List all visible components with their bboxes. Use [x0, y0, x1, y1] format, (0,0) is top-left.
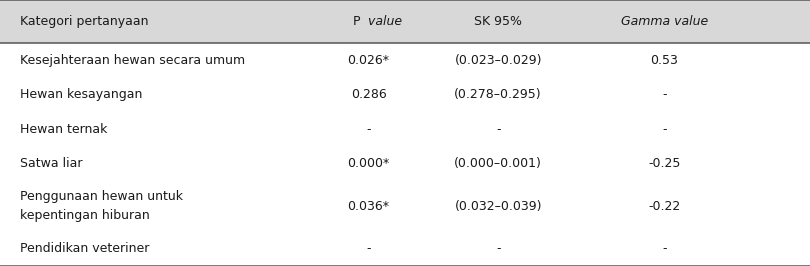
Text: -0.25: -0.25: [648, 157, 680, 170]
Text: -: -: [662, 123, 667, 136]
Bar: [0, 0, 810, 43]
Text: -: -: [366, 242, 371, 255]
Text: Gamma value: Gamma value: [620, 15, 708, 28]
Text: Kategori pertanyaan: Kategori pertanyaan: [20, 15, 149, 28]
Text: 0.026*: 0.026*: [347, 54, 390, 67]
Text: 0.53: 0.53: [650, 54, 678, 67]
Text: Penggunaan hewan untuk: Penggunaan hewan untuk: [20, 190, 183, 203]
Text: value: value: [364, 15, 403, 28]
Text: -: -: [496, 123, 501, 136]
Text: kepentingan hiburan: kepentingan hiburan: [20, 209, 150, 222]
Text: 0.036*: 0.036*: [347, 200, 390, 213]
Text: -: -: [662, 242, 667, 255]
Text: (0.032–0.039): (0.032–0.039): [454, 200, 542, 213]
Text: -: -: [366, 123, 371, 136]
Text: Satwa liar: Satwa liar: [20, 157, 83, 170]
Text: -: -: [662, 88, 667, 101]
Text: 0.286: 0.286: [351, 88, 386, 101]
Text: 0.000*: 0.000*: [347, 157, 390, 170]
Text: Hewan ternak: Hewan ternak: [20, 123, 108, 136]
Text: SK 95%: SK 95%: [474, 15, 522, 28]
Text: Pendidikan veteriner: Pendidikan veteriner: [20, 242, 150, 255]
Text: Kesejahteraan hewan secara umum: Kesejahteraan hewan secara umum: [20, 54, 245, 67]
Text: (0.000–0.001): (0.000–0.001): [454, 157, 542, 170]
Text: P: P: [353, 15, 360, 28]
Text: (0.278–0.295): (0.278–0.295): [454, 88, 542, 101]
Text: Hewan kesayangan: Hewan kesayangan: [20, 88, 143, 101]
Text: -0.22: -0.22: [648, 200, 680, 213]
Text: (0.023–0.029): (0.023–0.029): [454, 54, 542, 67]
Text: -: -: [496, 242, 501, 255]
